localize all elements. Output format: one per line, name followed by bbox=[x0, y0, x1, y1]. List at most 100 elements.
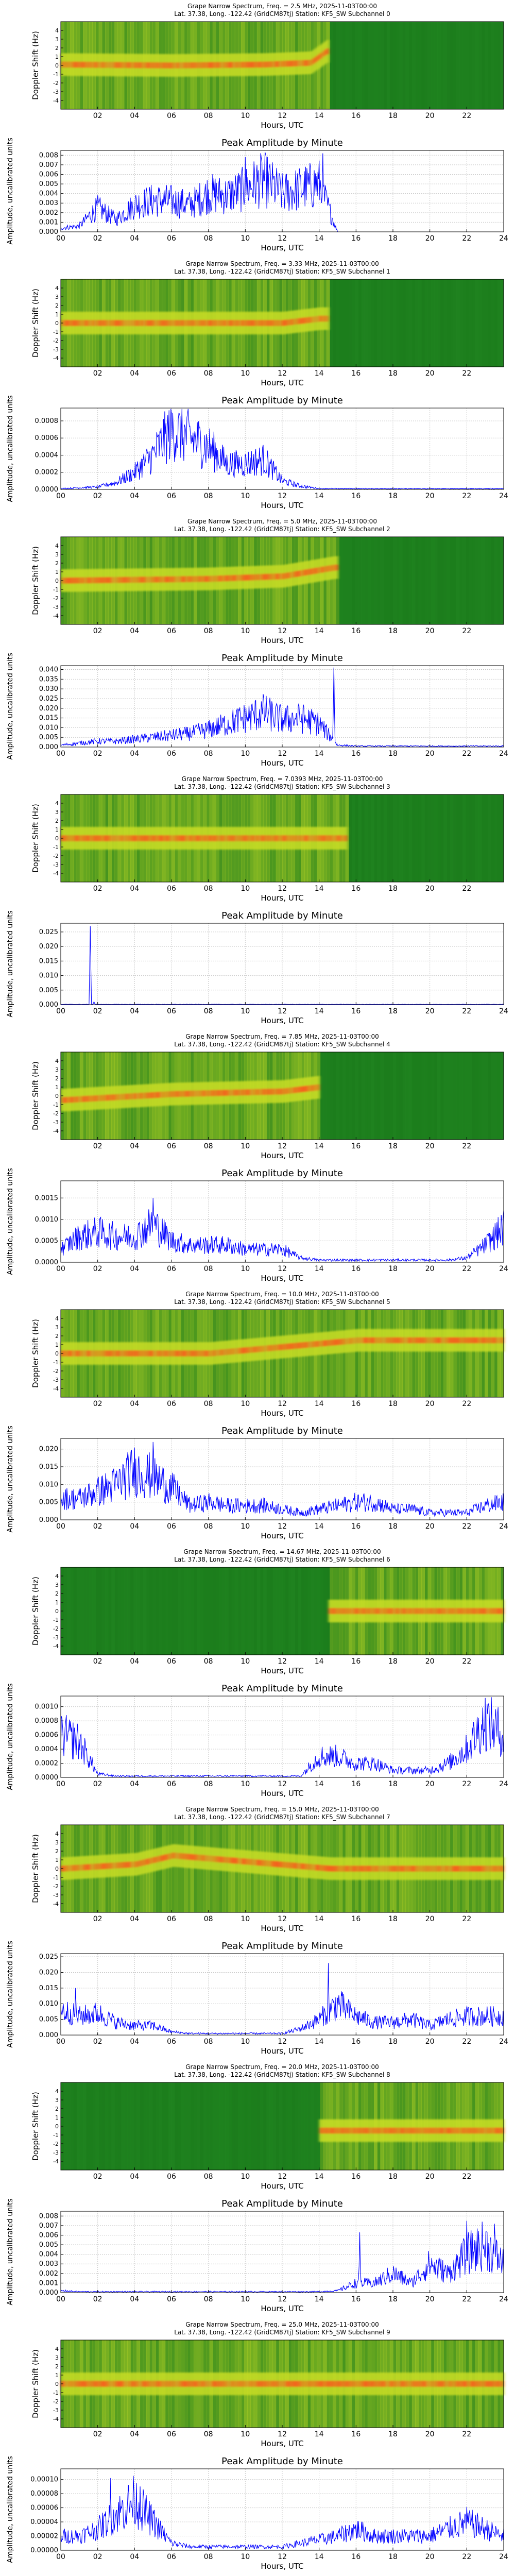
spectrogram-band-core bbox=[419, 2127, 421, 2134]
spectrogram-band-core bbox=[378, 1866, 383, 1872]
spectrogram-band-core bbox=[155, 1092, 159, 1098]
spectrogram-column bbox=[219, 1567, 222, 1655]
spectrogram-column bbox=[408, 22, 413, 109]
spectrogram-column bbox=[384, 22, 387, 109]
spectrogram-band-core bbox=[152, 320, 155, 326]
spectrogram-column bbox=[421, 537, 425, 624]
x-tick-label: 02 bbox=[93, 627, 102, 635]
spectrogram-band-core bbox=[121, 1094, 124, 1100]
spectrogram-column bbox=[304, 1567, 308, 1655]
x-axis-label: Hours, UTC bbox=[261, 2439, 303, 2448]
spectrogram-column bbox=[469, 22, 473, 109]
x-tick-label: 20 bbox=[425, 1007, 435, 1015]
spectrogram-band-core bbox=[145, 62, 148, 69]
spectrogram-band-core bbox=[404, 1337, 408, 1344]
spectrogram-band-core bbox=[183, 320, 186, 326]
spectrogram-column bbox=[352, 1310, 355, 1397]
spectrogram-band-core bbox=[404, 2381, 408, 2387]
spectrogram-band-core bbox=[197, 1854, 202, 1861]
spectrogram-band-core bbox=[180, 835, 183, 841]
spectrogram-band-core bbox=[318, 835, 321, 841]
spectrogram-band-core bbox=[242, 835, 245, 841]
spectrogram-band-core bbox=[237, 1089, 240, 1096]
spectrogram-band-core bbox=[455, 1608, 458, 1614]
spectrogram-band-core bbox=[411, 1337, 416, 1344]
spectrogram-column bbox=[190, 2082, 194, 2170]
x-tick-label: 10 bbox=[241, 112, 250, 120]
spectrogram-band-core bbox=[199, 62, 202, 69]
spectrogram-band-core bbox=[436, 1608, 439, 1614]
spectrogram-band-core bbox=[389, 1866, 393, 1872]
spectrogram-band-core bbox=[65, 577, 68, 584]
spectrogram-band-core bbox=[302, 1086, 305, 1092]
y-tick-label: 0.007 bbox=[39, 2222, 58, 2230]
spectrogram-column bbox=[447, 22, 451, 109]
spectrogram-band-core bbox=[238, 2381, 243, 2387]
spectrogram-band-core bbox=[143, 62, 146, 69]
spectrogram-column bbox=[330, 1052, 333, 1140]
spectrogram-column bbox=[362, 794, 365, 882]
x-axis-label: Hours, UTC bbox=[261, 501, 303, 510]
spectrogram-column bbox=[443, 1052, 447, 1140]
spectrogram-column bbox=[399, 22, 403, 109]
spectrogram-band-core bbox=[442, 2127, 444, 2134]
spectrogram-band-core bbox=[100, 61, 104, 68]
spectrogram-band-core bbox=[174, 62, 178, 69]
x-tick-label: 20 bbox=[425, 1400, 435, 1408]
spectrogram-band-core bbox=[183, 62, 186, 69]
spectrogram-band-core bbox=[131, 1093, 135, 1099]
spectrogram-band-core bbox=[182, 835, 185, 841]
spectrogram-column bbox=[374, 279, 377, 367]
spectrogram-column bbox=[462, 22, 466, 109]
y-tick-label: 0.002 bbox=[39, 2270, 58, 2278]
spectrogram-band-core bbox=[222, 575, 226, 582]
x-tick-label: 20 bbox=[425, 2173, 435, 2181]
spectrogram-band-core bbox=[230, 320, 233, 326]
x-tick-label: 18 bbox=[388, 492, 398, 500]
spectrogram-column bbox=[181, 1567, 185, 1655]
x-tick-label: 04 bbox=[130, 1657, 139, 1666]
y-tick-label: 1 bbox=[55, 1084, 59, 1091]
spectrogram-band-core bbox=[439, 1608, 442, 1614]
spectrogram-band-core bbox=[382, 2381, 386, 2387]
spectrogram-column bbox=[443, 1310, 447, 1397]
spectrogram-band-core bbox=[107, 577, 110, 583]
spectrogram-band-core bbox=[319, 2381, 323, 2387]
y-tick-label: 0 bbox=[55, 2381, 59, 2387]
x-axis-label: Hours, UTC bbox=[261, 893, 303, 903]
y-tick-label: 2 bbox=[55, 302, 59, 309]
spectrogram-band-core bbox=[345, 2127, 348, 2134]
x-tick-label: 14 bbox=[315, 1522, 324, 1531]
spectrogram-column bbox=[500, 22, 504, 109]
spectrogram-band-core bbox=[352, 2381, 357, 2387]
spectrogram-band-core bbox=[81, 577, 84, 584]
spectrogram-band-core bbox=[192, 1090, 195, 1097]
y-tick-label: 0.010 bbox=[39, 724, 58, 732]
spectrogram-column bbox=[386, 537, 390, 624]
chart-title: Grape Narrow Spectrum, Freq. = 2.5 MHz, … bbox=[187, 3, 377, 10]
spectrogram-column bbox=[386, 279, 390, 367]
spectrogram-band-core bbox=[90, 1350, 95, 1357]
x-tick-label: 22 bbox=[462, 112, 471, 120]
spectrogram-band-core bbox=[334, 1866, 338, 1872]
spectrogram-band-core bbox=[254, 320, 258, 326]
spectrogram-column bbox=[387, 1052, 390, 1140]
x-tick-label: 10 bbox=[241, 885, 250, 893]
spectrogram-band-core bbox=[470, 1608, 472, 1614]
spectrogram-band-core bbox=[164, 1854, 168, 1860]
spectrogram-band-core bbox=[234, 2381, 238, 2387]
chart-title: Grape Narrow Spectrum, Freq. = 5.0 MHz, … bbox=[187, 518, 377, 525]
y-tick-label: 0.00008 bbox=[30, 2490, 58, 2498]
spectrogram-band-core bbox=[112, 2381, 117, 2387]
spectrogram-band-core bbox=[364, 2127, 366, 2134]
spectrogram-band-core bbox=[205, 320, 209, 326]
spectrogram-panel: Grape Narrow Spectrum, Freq. = 10.0 MHz,… bbox=[31, 1291, 504, 1418]
spectrogram-band-core bbox=[337, 1608, 339, 1614]
spectrogram-band-core bbox=[181, 62, 184, 69]
spectrogram-band-core bbox=[74, 61, 77, 68]
spectrogram-band-core bbox=[273, 573, 276, 580]
spectrogram-band-core bbox=[92, 835, 95, 841]
spectrogram-band-core bbox=[180, 576, 184, 583]
y-tick-label: 0.0002 bbox=[35, 469, 59, 477]
spectrogram-band-core bbox=[109, 2381, 113, 2387]
